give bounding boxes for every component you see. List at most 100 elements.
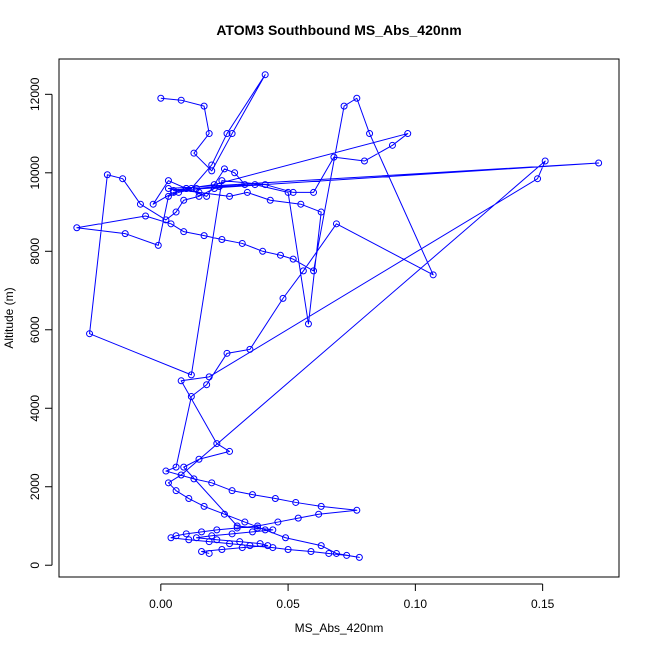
data-point: [284, 546, 292, 554]
data-point: [251, 181, 259, 189]
data-point: [233, 522, 241, 530]
data-point: [73, 224, 81, 232]
data-point: [213, 536, 221, 544]
data-point: [162, 467, 170, 475]
data-point: [177, 471, 185, 479]
data-point: [187, 392, 195, 400]
data-point: [276, 251, 284, 259]
data-point: [218, 546, 226, 554]
data-point: [170, 188, 178, 196]
data-point: [198, 547, 206, 555]
plot-frame: [58, 58, 620, 578]
data-point: [317, 542, 325, 550]
data-point: [203, 381, 211, 389]
data-point: [254, 524, 262, 532]
data-point: [304, 320, 312, 328]
data-point: [289, 188, 297, 196]
data-point: [177, 377, 185, 385]
data-point: [343, 551, 351, 559]
data-point: [187, 185, 195, 192]
data-point: [297, 200, 305, 208]
data-point: [299, 267, 307, 275]
data-point: [215, 183, 223, 191]
data-point: [164, 192, 172, 200]
data-point: [241, 518, 249, 526]
data-point: [172, 463, 180, 471]
data-point: [195, 192, 203, 200]
data-point: [213, 526, 221, 534]
data-point: [121, 230, 129, 238]
data-point: [190, 149, 198, 157]
y-tick-label: 4000: [28, 395, 42, 422]
data-point: [233, 524, 241, 532]
data-point: [149, 200, 157, 208]
data-point: [317, 208, 325, 216]
data-point: [261, 71, 269, 79]
y-tick-label: 0: [28, 562, 42, 569]
data-point: [307, 547, 315, 555]
data-point: [595, 159, 603, 167]
data-point: [241, 181, 249, 189]
data-point: [154, 241, 162, 249]
data-point: [261, 181, 269, 189]
x-tick-label: 0.15: [531, 597, 555, 611]
chart-title: ATOM3 Southbound MS_Abs_420nm: [216, 22, 461, 38]
data-point: [180, 463, 188, 471]
y-axis-label: Altitude (m): [2, 287, 16, 348]
x-axis-label: MS_Abs_420nm: [295, 621, 384, 635]
data-point: [325, 549, 333, 557]
data-point: [208, 161, 216, 169]
data-point: [208, 479, 216, 487]
data-point: [180, 196, 188, 204]
data-point: [340, 102, 348, 110]
data-point: [246, 345, 254, 353]
data-point: [203, 192, 211, 200]
y-axis: 0 2000 4000 6000 8000 10000 12000: [28, 77, 53, 569]
series-layer: [73, 71, 603, 561]
data-point: [185, 495, 193, 503]
y-tick-label: 6000: [28, 316, 42, 343]
data-point: [164, 185, 172, 192]
data-point: [248, 528, 256, 536]
data-point: [228, 487, 236, 495]
data-point: [223, 349, 231, 357]
data-point: [353, 94, 361, 102]
data-point: [332, 220, 340, 228]
data-point: [213, 440, 221, 448]
data-point: [223, 130, 231, 138]
data-point: [228, 530, 236, 538]
data-point: [172, 487, 180, 495]
data-point: [259, 247, 267, 255]
data-point: [103, 171, 111, 179]
x-tick-label: 0.00: [149, 597, 173, 611]
data-point: [192, 534, 200, 542]
data-point: [254, 522, 262, 530]
data-point: [195, 455, 203, 463]
data-point: [205, 538, 213, 546]
data-point: [282, 534, 290, 542]
data-point: [429, 271, 437, 279]
data-point: [86, 330, 94, 338]
data-point: [264, 542, 272, 550]
data-point: [164, 177, 172, 185]
data-point: [218, 236, 226, 244]
data-point: [157, 94, 165, 102]
data-point: [292, 498, 300, 506]
data-point: [231, 169, 239, 177]
data-point: [185, 536, 193, 544]
data-point: [353, 506, 361, 514]
data-point: [200, 502, 208, 510]
data-point: [248, 491, 256, 499]
data-point: [261, 526, 269, 534]
data-point: [205, 130, 213, 138]
data-point: [541, 157, 549, 165]
data-point: [136, 200, 144, 208]
data-point: [182, 185, 190, 192]
data-point: [208, 532, 216, 540]
data-point: [187, 371, 195, 379]
y-tick-label: 10000: [28, 156, 42, 190]
data-point: [180, 228, 188, 236]
data-point: [228, 130, 236, 138]
data-point: [200, 232, 208, 240]
